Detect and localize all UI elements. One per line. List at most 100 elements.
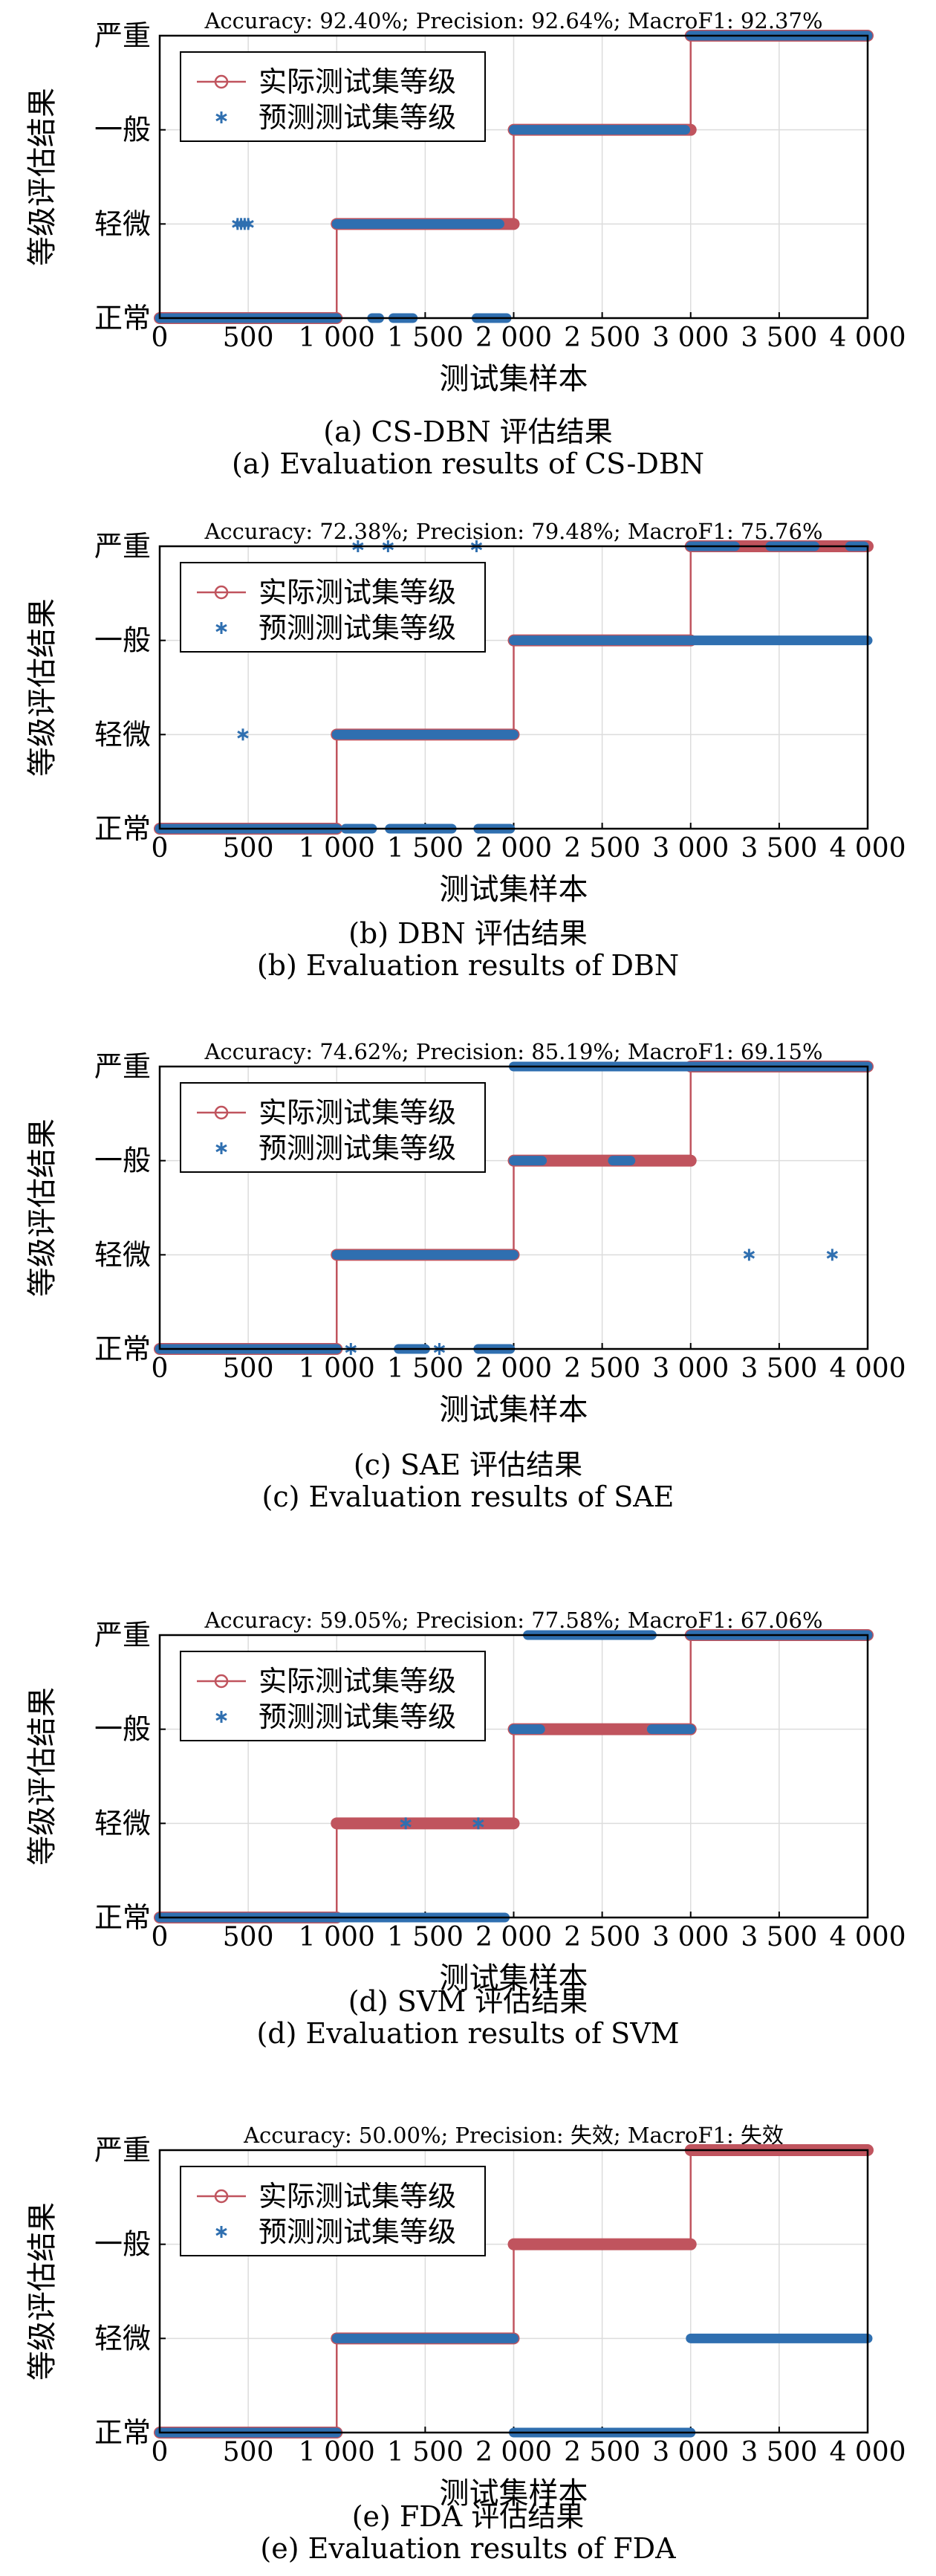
x-tick-label: 500 [223, 2437, 274, 2467]
y-tick-label: 正常 [94, 1901, 151, 1934]
legend-actual-label: 实际测试集等级 [259, 576, 456, 609]
y-tick-label: 正常 [94, 302, 151, 334]
y-tick-label: 一般 [94, 1713, 151, 1746]
legend-predicted-label: 预测测试集等级 [259, 1700, 456, 1733]
y-tick-label: 严重 [94, 530, 151, 563]
x-tick-label: 2 000 [475, 323, 552, 353]
x-tick-label: 500 [223, 833, 274, 864]
y-tick-label: 一般 [94, 624, 151, 657]
y-tick-label: 正常 [94, 812, 151, 845]
x-tick-label: 0 [152, 833, 169, 864]
x-tick-label: 1 000 [299, 833, 375, 864]
x-tick-label: 1 000 [299, 2437, 375, 2467]
legend-predicted-marker [215, 2226, 227, 2238]
legend-actual-label: 实际测试集等级 [259, 1665, 456, 1698]
x-axis-label: 测试集样本 [440, 873, 588, 907]
chart-3: Accuracy: 59.05%; Precision: 77.58%; Mac… [25, 1608, 906, 1996]
chart-2: Accuracy: 74.62%; Precision: 85.19%; Mac… [25, 1039, 906, 1427]
chart-title: Accuracy: 74.62%; Precision: 85.19%; Mac… [204, 1039, 822, 1064]
x-tick-label: 500 [223, 1353, 274, 1384]
predicted-point [472, 1817, 484, 1830]
y-axis-label: 等级评估结果 [25, 1687, 59, 1865]
x-tick-label: 4 000 [829, 2437, 906, 2467]
legend-actual-marker [214, 74, 229, 89]
x-tick-label: 500 [223, 323, 274, 353]
y-tick-label: 严重 [94, 1050, 151, 1083]
legend-predicted-label: 预测测试集等级 [259, 1132, 456, 1165]
predicted-point-stroke-2 [743, 1251, 755, 1259]
x-axis-label: 测试集样本 [440, 1393, 588, 1427]
y-tick-label: 轻微 [94, 1238, 151, 1271]
x-tick-label: 3 000 [652, 323, 729, 353]
caption-c-cn: (c) SAE 评估结果 [353, 1449, 583, 1481]
predicted-point [743, 1249, 755, 1261]
legend-actual-label: 实际测试集等级 [259, 2180, 456, 2213]
axes-box [158, 1065, 869, 1350]
y-tick-label: 轻微 [94, 207, 151, 240]
legend-actual-marker [214, 2189, 229, 2204]
x-tick-label: 2 500 [564, 323, 640, 353]
legend-box [180, 2166, 486, 2256]
legend-predicted-marker-stroke-2 [215, 2227, 227, 2236]
legend-actual-label: 实际测试集等级 [259, 65, 456, 98]
x-tick-label: 1 000 [299, 323, 375, 353]
legend-actual-marker [214, 1105, 229, 1120]
x-tick-label: 0 [152, 1353, 169, 1384]
x-tick-label: 3 500 [741, 2437, 817, 2467]
x-tick-label: 1 500 [387, 1353, 464, 1384]
caption-c-en: (c) Evaluation results of SAE [261, 1480, 675, 1513]
x-tick-label: 2 500 [564, 833, 640, 864]
legend-actual-marker [214, 1674, 229, 1689]
caption-d-cn: (d) SVM 评估结果 [348, 1985, 588, 2018]
y-axis-label: 等级评估结果 [25, 88, 59, 266]
y-tick-label: 一般 [94, 2228, 151, 2261]
legend-predicted-marker-stroke-2 [215, 1712, 227, 1721]
caption-e-en: (e) Evaluation results of FDA [260, 2532, 676, 2565]
legend-predicted-marker-stroke-2 [215, 113, 227, 122]
x-axis-label: 测试集样本 [440, 362, 588, 396]
x-tick-label: 0 [152, 2437, 169, 2467]
x-tick-label: 0 [152, 323, 169, 353]
legend-predicted-label: 预测测试集等级 [259, 612, 456, 644]
x-tick-label: 2 000 [475, 1353, 552, 1384]
legend-box [180, 1651, 486, 1741]
legend-box [180, 562, 486, 653]
legend-predicted-marker-stroke-2 [215, 624, 227, 632]
x-tick-label: 3 500 [741, 323, 817, 353]
y-tick-label: 严重 [94, 19, 151, 52]
y-tick-label: 一般 [94, 114, 151, 146]
x-tick-label: 3 500 [741, 833, 817, 864]
legend-predicted-marker [215, 1142, 227, 1154]
y-axis-label: 等级评估结果 [25, 2202, 59, 2381]
x-tick-label: 4 000 [829, 1922, 906, 1952]
x-tick-label: 3 000 [652, 2437, 729, 2467]
predicted-point [237, 728, 249, 741]
x-tick-label: 1 500 [387, 1922, 464, 1952]
x-tick-label: 1 500 [387, 833, 464, 864]
x-tick-label: 2 500 [564, 1922, 640, 1952]
legend-box [180, 1082, 486, 1173]
y-tick-label: 正常 [94, 1333, 151, 1365]
legend-actual-marker [214, 585, 229, 600]
legend-predicted-marker [215, 622, 227, 634]
predicted-point-stroke-2 [237, 731, 249, 739]
chart-title: Accuracy: 92.40%; Precision: 92.64%; Mac… [204, 8, 822, 33]
chart-0: Accuracy: 92.40%; Precision: 92.64%; Mac… [25, 8, 906, 396]
x-tick-label: 2 500 [564, 1353, 640, 1384]
predicted-point [826, 1249, 839, 1261]
legend-predicted-label: 预测测试集等级 [259, 2216, 456, 2248]
predicted-point [242, 218, 254, 230]
y-tick-label: 严重 [94, 2134, 151, 2166]
x-tick-label: 2 000 [475, 1922, 552, 1952]
caption-b-cn: (b) DBN 评估结果 [348, 917, 588, 950]
x-tick-label: 1 500 [387, 323, 464, 353]
caption-a-en: (a) Evaluation results of CS-DBN [231, 447, 705, 480]
y-tick-label: 正常 [94, 2416, 151, 2449]
y-axis-label: 等级评估结果 [25, 598, 59, 777]
chart-4: Accuracy: 50.00%; Precision: 失效; MacroF1… [25, 2123, 906, 2511]
x-axis-label: 测试集样本 [440, 2476, 588, 2511]
predicted-point [400, 1817, 412, 1830]
